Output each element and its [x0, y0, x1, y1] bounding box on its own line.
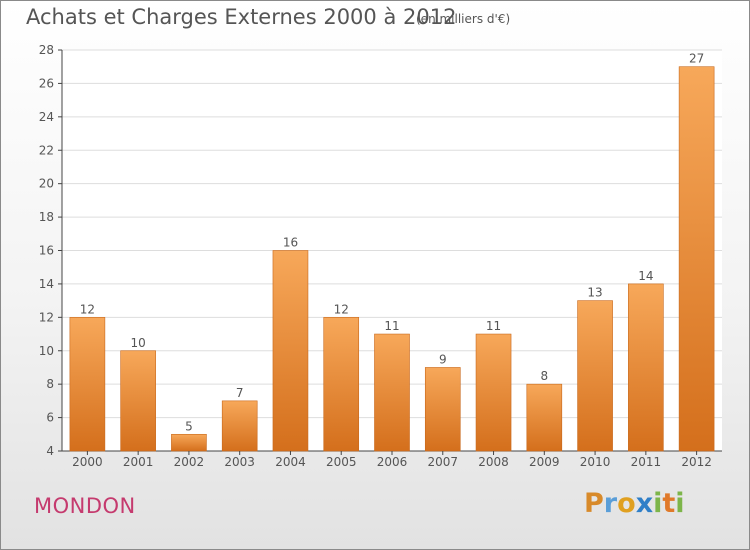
bar-2006 — [374, 333, 410, 452]
y-tick-label: 6 — [46, 411, 54, 425]
commune-name: MONDON — [34, 494, 136, 518]
y-tick-label: 16 — [39, 244, 54, 258]
x-tick-label-2001: 2001 — [123, 455, 154, 469]
data-label-2001: 10 — [131, 336, 146, 350]
bar-2011 — [628, 283, 664, 452]
bar-2004 — [272, 250, 309, 452]
x-tick-label-2006: 2006 — [377, 455, 408, 469]
y-tick-label: 26 — [39, 76, 54, 90]
x-tick-label-2002: 2002 — [174, 455, 205, 469]
bar-2007 — [424, 367, 461, 452]
x-tick-label-2012: 2012 — [681, 455, 712, 469]
bar-2012 — [678, 66, 715, 452]
data-label-2012: 27 — [689, 52, 704, 66]
bar-2002 — [171, 433, 207, 452]
y-tick-label: 10 — [39, 344, 54, 358]
data-label-2011: 14 — [638, 269, 653, 283]
bar-2003 — [221, 400, 258, 452]
data-label-2005: 12 — [334, 302, 349, 316]
data-label-2002: 5 — [185, 419, 193, 433]
bar-2010 — [577, 300, 613, 452]
x-tick-label-2003: 2003 — [224, 455, 255, 469]
data-label-2008: 11 — [486, 319, 501, 333]
y-tick-label: 8 — [46, 377, 54, 391]
proxiti-logo: Proxiti — [584, 488, 685, 519]
y-tick-label: 18 — [39, 210, 54, 224]
data-label-2004: 16 — [283, 236, 298, 250]
x-tick-label-2005: 2005 — [326, 455, 357, 469]
chart-title: Achats et Charges Externes 2000 à 2012 — [26, 5, 457, 29]
bar-2008 — [475, 333, 512, 452]
data-label-2007: 9 — [439, 352, 447, 366]
y-tick-label: 14 — [39, 277, 54, 291]
y-tick-label: 28 — [39, 43, 54, 57]
y-tick-label: 20 — [39, 177, 54, 191]
data-label-2003: 7 — [236, 386, 244, 400]
x-tick-label-2007: 2007 — [427, 455, 458, 469]
chart-subtitle: (en milliers d'€) — [416, 12, 511, 26]
bar-2005 — [323, 317, 360, 452]
data-label-2000: 12 — [80, 302, 95, 316]
y-tick-label: 22 — [39, 143, 54, 157]
y-tick-label: 12 — [39, 310, 54, 324]
x-tick-label-2010: 2010 — [580, 455, 611, 469]
bar-2000 — [69, 317, 106, 452]
data-label-2010: 13 — [587, 286, 602, 300]
bar-2001 — [120, 350, 156, 452]
y-tick-label: 24 — [39, 110, 54, 124]
x-tick-label-2008: 2008 — [478, 455, 509, 469]
x-tick-label-2011: 2011 — [631, 455, 662, 469]
x-tick-label-2000: 2000 — [72, 455, 103, 469]
x-tick-label-2009: 2009 — [529, 455, 560, 469]
x-tick-label-2004: 2004 — [275, 455, 306, 469]
y-tick-label: 4 — [46, 444, 54, 458]
bar-2009 — [526, 383, 563, 452]
data-label-2006: 11 — [384, 319, 399, 333]
data-label-2009: 8 — [540, 369, 548, 383]
